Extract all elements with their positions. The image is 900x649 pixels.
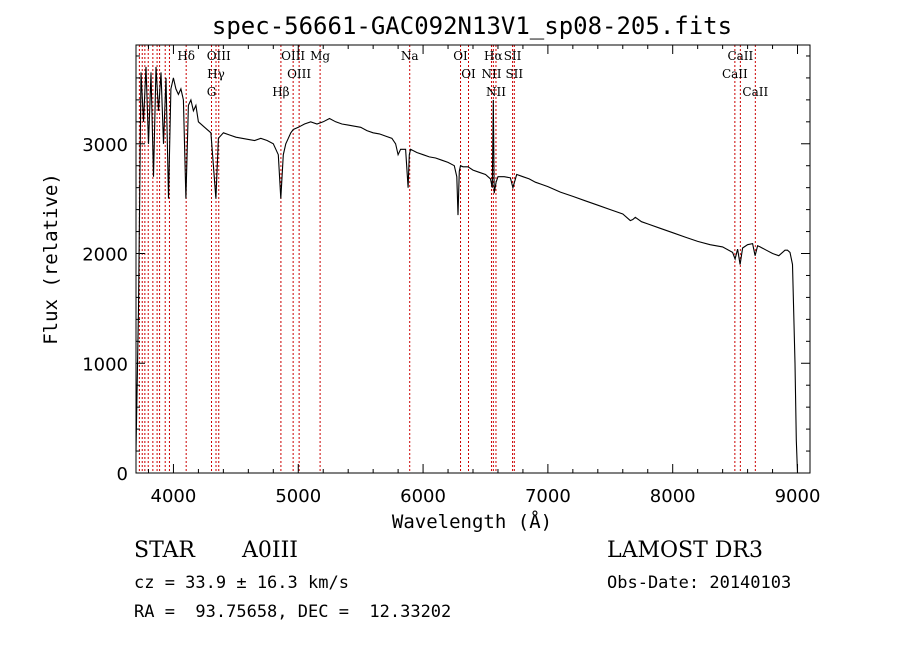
x-tick-label: 7000 [525, 486, 571, 507]
line-marker-label: CaII [742, 85, 768, 99]
x-axis-ticks: 4000 5000 6000 7000 8000 9000 [147, 45, 821, 507]
line-marker-label: Hδ [177, 49, 195, 63]
x-tick-label: 5000 [275, 486, 321, 507]
x-tick-label: 6000 [400, 486, 446, 507]
line-marker-label: OIII [281, 49, 305, 63]
line-marker-label: OI [461, 67, 476, 81]
line-marker-label: Hβ [272, 85, 289, 99]
chart-title: spec-56661-GAC092N13V1_sp08-205.fits [212, 12, 732, 40]
y-axis-label: Flux (relative) [40, 173, 62, 345]
obs-date: Obs-Date: 20140103 [607, 573, 792, 593]
y-axis-ticks: 0 1000 2000 3000 [82, 55, 810, 485]
y-tick-label: 2000 [82, 245, 128, 266]
object-subclass: A0III [242, 538, 298, 563]
y-tick-label: 0 [117, 464, 128, 485]
coordinates: RA = 93.75658, DEC = 12.33202 [134, 602, 452, 622]
x-tick-label: 9000 [775, 486, 821, 507]
line-marker-label: NII [486, 85, 506, 99]
line-marker-label: SII [505, 67, 523, 81]
line-marker-label: NII [481, 67, 501, 81]
line-marker-label: OIII [287, 67, 311, 81]
x-tick-label: 8000 [650, 486, 696, 507]
line-marker-label: CaII [727, 49, 753, 63]
y-tick-label: 1000 [82, 354, 128, 375]
plot-frame [135, 44, 811, 474]
line-markers [138, 45, 756, 473]
line-marker-label: Hγ [207, 67, 225, 81]
object-type: STAR [134, 538, 195, 563]
line-marker-label: Mg [310, 49, 330, 63]
spectrum-line [135, 66, 799, 474]
x-tick-label: 4000 [151, 486, 197, 507]
redshift-text: cz = 33.9 ± 16.3 km/s [134, 573, 349, 593]
line-marker-label: Hα [484, 49, 503, 63]
line-marker-label: SII [504, 49, 522, 63]
line-marker-label: G [207, 85, 217, 99]
line-marker-label: Na [401, 49, 419, 63]
y-tick-label: 3000 [82, 135, 128, 156]
line-marker-label: CaII [722, 67, 748, 81]
x-axis-label: Wavelength (Å) [392, 510, 552, 533]
survey-name: LAMOST DR3 [607, 538, 763, 563]
line-marker-label: OIII [207, 49, 231, 63]
line-marker-label: OI [453, 49, 468, 63]
